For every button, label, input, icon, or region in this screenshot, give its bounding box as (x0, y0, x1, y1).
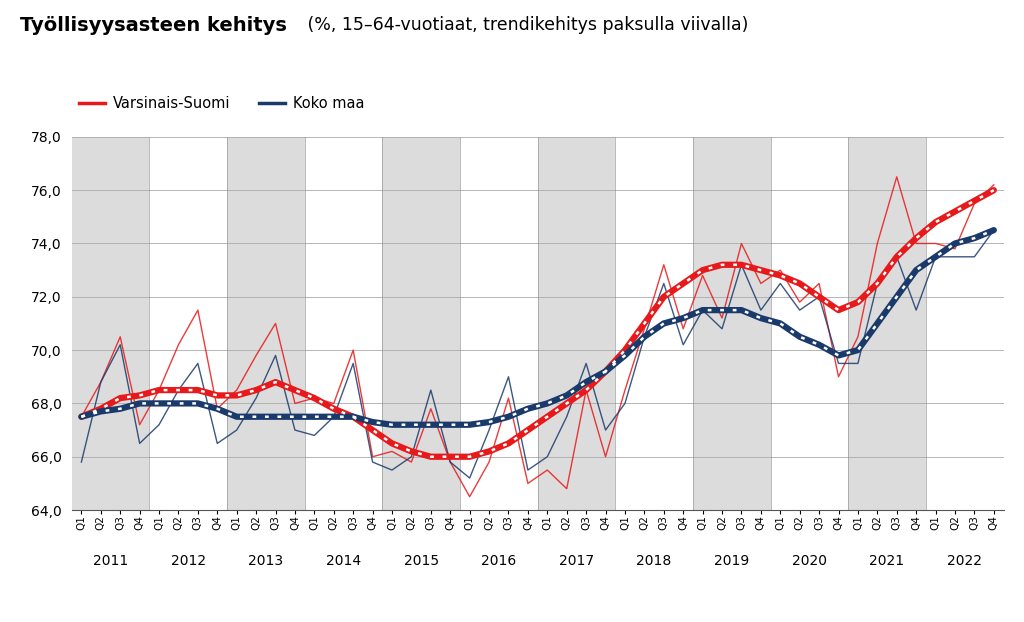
Bar (770, 137, 848, 510)
Text: 2014: 2014 (326, 554, 361, 569)
Text: 2017: 2017 (559, 554, 594, 569)
Bar (538, 137, 615, 510)
Bar (926, 137, 1004, 510)
Bar (693, 137, 770, 510)
Bar (848, 137, 926, 510)
Bar (305, 137, 382, 510)
Text: 2016: 2016 (481, 554, 516, 569)
Text: 2012: 2012 (171, 554, 206, 569)
Text: 2020: 2020 (792, 554, 827, 569)
Bar (227, 137, 304, 510)
Text: 2015: 2015 (403, 554, 438, 569)
Text: 2013: 2013 (248, 554, 284, 569)
Bar (150, 137, 227, 510)
Bar (72, 137, 150, 510)
Text: 2018: 2018 (637, 554, 672, 569)
Bar (382, 137, 460, 510)
Text: 2011: 2011 (93, 554, 128, 569)
Text: 2021: 2021 (869, 554, 904, 569)
Text: 2019: 2019 (714, 554, 750, 569)
Bar (460, 137, 538, 510)
Text: Työllisyysasteen kehitys: Työllisyysasteen kehitys (20, 16, 288, 35)
Text: 2022: 2022 (947, 554, 982, 569)
Bar (615, 137, 693, 510)
Text: (%, 15–64-vuotiaat, trendikehitys paksulla viivalla): (%, 15–64-vuotiaat, trendikehitys paksul… (302, 16, 749, 34)
Legend: Varsinais-Suomi, Koko maa: Varsinais-Suomi, Koko maa (79, 96, 365, 111)
